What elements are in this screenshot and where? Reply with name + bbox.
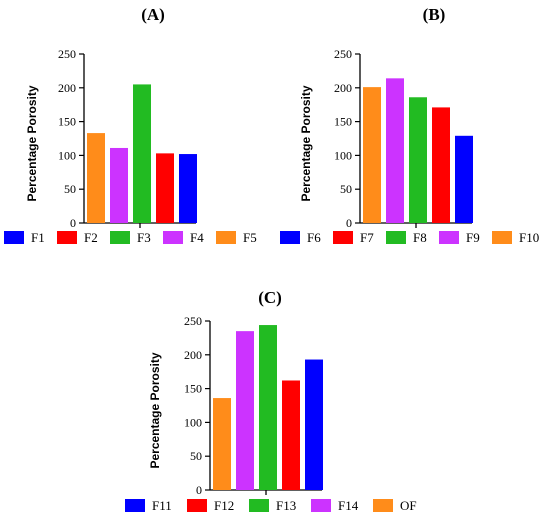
legend-label-f10: F10 bbox=[519, 230, 539, 245]
y-tick-label: 50 bbox=[190, 449, 202, 463]
chart-panel-b: (B) 0 50 100 150 200 250 Percentage Porosity F6 F… bbox=[280, 5, 539, 245]
legend-swatch-f6 bbox=[280, 231, 300, 244]
bar-f11 bbox=[305, 359, 323, 490]
legend-label-f13: F13 bbox=[276, 498, 296, 513]
legend-label-f3: F3 bbox=[137, 230, 151, 245]
y-tick-label: 150 bbox=[334, 115, 352, 129]
bar-f4 bbox=[110, 147, 128, 223]
bar-f8 bbox=[409, 97, 427, 223]
y-tick-label: 150 bbox=[58, 115, 76, 129]
y-tick-label: 50 bbox=[340, 182, 352, 196]
legend-swatch-f11 bbox=[125, 499, 145, 512]
y-axis-label: Percentage Porosity bbox=[25, 85, 39, 201]
legend-label-f6: F6 bbox=[307, 230, 321, 245]
bar-f1 bbox=[179, 154, 197, 223]
bar-f2 bbox=[156, 153, 174, 223]
legend-swatch-f10 bbox=[492, 231, 512, 244]
legend-label-f14: F14 bbox=[338, 498, 359, 513]
legend-label-f9: F9 bbox=[466, 230, 480, 245]
y-tick-label: 50 bbox=[64, 182, 76, 196]
legend-label-f1: F1 bbox=[31, 230, 45, 245]
legend-label-f8: F8 bbox=[413, 230, 427, 245]
legend-label-f5: F5 bbox=[243, 230, 257, 245]
chart-panel-a: (A) 0 50 100 150 200 250 Percentage Porosity F1 F… bbox=[4, 5, 257, 245]
bar-f7 bbox=[432, 107, 450, 223]
legend-swatch-of bbox=[373, 499, 393, 512]
legend-swatch-f8 bbox=[386, 231, 406, 244]
legend-label-f2: F2 bbox=[84, 230, 98, 245]
legend-swatch-f7 bbox=[333, 231, 353, 244]
y-tick-label: 100 bbox=[58, 148, 76, 162]
legend-label-of: OF bbox=[400, 498, 417, 513]
chart-title-a: (A) bbox=[141, 5, 165, 24]
legend-swatch-f5 bbox=[216, 231, 236, 244]
y-tick-label: 250 bbox=[334, 47, 352, 61]
chart-title-c: (C) bbox=[258, 288, 282, 307]
legend-swatch-f12 bbox=[187, 499, 207, 512]
y-tick-label: 100 bbox=[334, 148, 352, 162]
chart-panel-c: (C) 0 50 100 150 200 250 Percentage Porosity F11… bbox=[125, 288, 417, 513]
legend-swatch-f14 bbox=[311, 499, 331, 512]
bar-f3 bbox=[133, 84, 151, 223]
bar-f5 bbox=[87, 133, 105, 223]
y-tick-label: 0 bbox=[346, 216, 352, 230]
bar-f12 bbox=[282, 380, 300, 490]
chart-title-b: (B) bbox=[423, 5, 446, 24]
legend-label-f7: F7 bbox=[360, 230, 374, 245]
bar-of bbox=[213, 398, 231, 490]
bar-f13 bbox=[259, 325, 277, 490]
bar-f9 bbox=[386, 78, 404, 223]
legend-swatch-f3 bbox=[110, 231, 130, 244]
y-axis-label: Percentage Porosity bbox=[148, 352, 162, 468]
legend-swatch-f4 bbox=[163, 231, 183, 244]
legend-label-f12: F12 bbox=[214, 498, 234, 513]
y-tick-label: 200 bbox=[334, 81, 352, 95]
legend-swatch-f1 bbox=[4, 231, 24, 244]
legend-label-f4: F4 bbox=[190, 230, 204, 245]
bar-f10 bbox=[363, 87, 381, 224]
bar-f14 bbox=[236, 331, 254, 490]
legend-swatch-f2 bbox=[57, 231, 77, 244]
y-tick-label: 0 bbox=[196, 483, 202, 497]
y-tick-label: 250 bbox=[184, 314, 202, 328]
y-tick-label: 150 bbox=[184, 382, 202, 396]
legend-label-f11: F11 bbox=[152, 498, 172, 513]
y-tick-label: 0 bbox=[70, 216, 76, 230]
y-tick-label: 100 bbox=[184, 415, 202, 429]
bar-f6 bbox=[455, 135, 473, 223]
y-tick-label: 200 bbox=[58, 81, 76, 95]
legend-swatch-f9 bbox=[439, 231, 459, 244]
y-axis-label: Percentage Porosity bbox=[299, 85, 313, 201]
y-tick-label: 200 bbox=[184, 348, 202, 362]
legend-swatch-f13 bbox=[249, 499, 269, 512]
y-tick-label: 250 bbox=[58, 47, 76, 61]
